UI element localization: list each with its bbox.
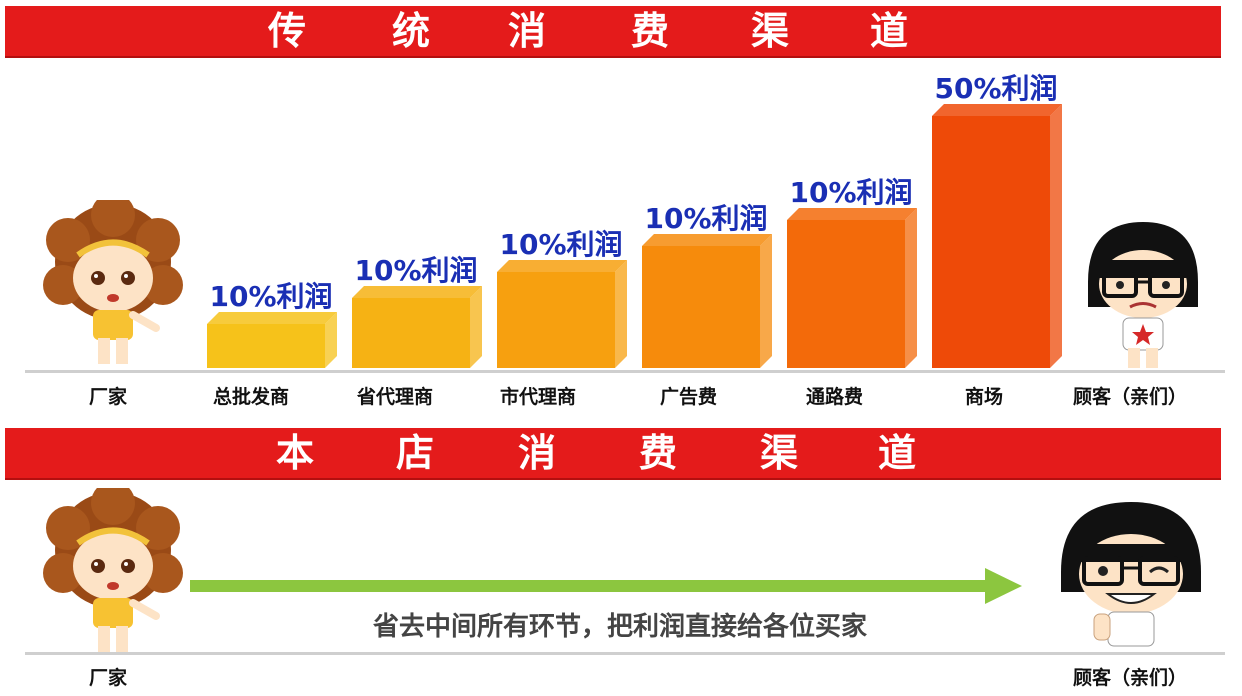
bar <box>787 220 905 368</box>
title-char: 费 <box>638 431 678 475</box>
bar <box>207 324 325 368</box>
title-char: 消 <box>507 9 547 53</box>
title-char: 渠 <box>750 9 790 53</box>
bar <box>932 116 1050 368</box>
title-char: 本 <box>275 431 315 475</box>
traditional-channel-banner: 传 统 消 费 渠 道 <box>5 6 1221 58</box>
our-store-channel-banner: 本 店 消 费 渠 道 <box>5 428 1221 480</box>
bar-data-label: 10%利润 <box>644 202 767 235</box>
bar-data-label: 10%利润 <box>354 254 477 287</box>
title-char: 店 <box>395 431 435 475</box>
title-char: 传 <box>267 9 307 53</box>
bar-side <box>470 286 482 368</box>
stage-label: 省代理商 <box>357 386 434 408</box>
stage-label: 厂家 <box>89 386 128 408</box>
bar-top <box>787 208 917 220</box>
bar-data-label: 10%利润 <box>499 228 622 261</box>
title-char: 道 <box>869 9 909 53</box>
title-char: 费 <box>630 9 670 53</box>
cartoon-girl-glasses-happy-icon <box>1061 502 1201 647</box>
bar-top <box>642 234 772 246</box>
bar-data-label: 10%利润 <box>789 176 912 209</box>
bar-side <box>760 234 772 368</box>
factory-label: 厂家 <box>89 667 128 689</box>
bar-side <box>615 260 627 368</box>
bar-top <box>932 104 1062 116</box>
stage-label: 顾客（亲们） <box>1073 386 1188 408</box>
bar <box>497 272 615 368</box>
bar <box>642 246 760 368</box>
title-char: 消 <box>517 431 557 475</box>
stage-label: 通路费 <box>806 386 864 408</box>
cartoon-girl-afro-icon <box>43 488 183 652</box>
stage-label: 广告费 <box>660 386 718 408</box>
title-char: 道 <box>877 431 917 475</box>
stage-label: 总批发商 <box>213 386 290 408</box>
title-char: 渠 <box>759 431 799 475</box>
bottom-baseline <box>25 652 1225 655</box>
bar-side <box>1050 104 1062 368</box>
bar <box>352 298 470 368</box>
bar-top <box>207 312 337 324</box>
stage-label: 商场 <box>965 386 1004 408</box>
title-char: 统 <box>391 9 431 53</box>
stage-label: 市代理商 <box>500 386 577 408</box>
bar-data-label: 10%利润 <box>209 280 332 313</box>
cartoon-girl-glasses-crying-icon <box>1088 222 1198 368</box>
bar-data-label: 50%利润 <box>934 72 1057 105</box>
cartoon-girl-afro-icon <box>43 200 183 364</box>
top-baseline <box>25 370 1225 373</box>
direct-channel-arrow-icon <box>190 568 1022 604</box>
bar-side <box>325 312 337 368</box>
bar-side <box>905 208 917 368</box>
arrow-caption: 省去中间所有环节，把利润直接给各位买家 <box>372 612 867 642</box>
bar-top <box>497 260 627 272</box>
bar-top <box>352 286 482 298</box>
customer-label: 顾客（亲们） <box>1073 667 1188 689</box>
profit-bar-chart: 10%利润 10%利润 10%利润 10%利润 10%利润 50%利润 <box>207 72 1062 368</box>
